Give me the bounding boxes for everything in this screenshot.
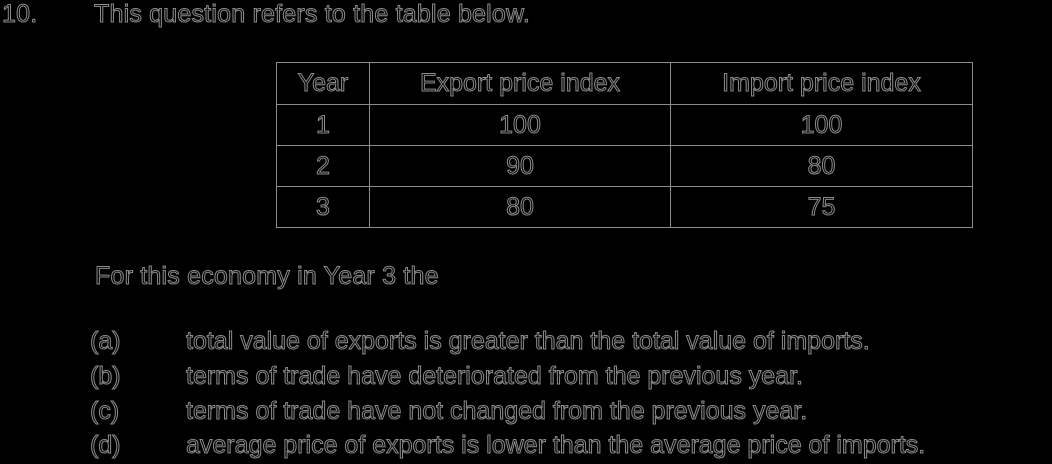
- cell-import-index: 75: [670, 186, 973, 228]
- cell-export-index: 100: [369, 104, 671, 146]
- option-letter: (b): [90, 362, 122, 391]
- question-number: 10.: [1, 0, 38, 29]
- option-letter: (c): [89, 397, 120, 426]
- cell-year: 2: [276, 145, 370, 187]
- price-index-table: Year Export price index Import price ind…: [276, 62, 973, 228]
- option-text: average price of exports is lower than t…: [185, 431, 926, 460]
- cell-export-index: 90: [369, 145, 671, 187]
- option-letter: (d): [90, 431, 122, 460]
- table-header-row: Year Export price index Import price ind…: [276, 62, 973, 105]
- cell-export-index: 80: [369, 186, 671, 228]
- table-row: 2 90 80: [276, 145, 973, 187]
- option-b[interactable]: (b) terms of trade have deteriorated fro…: [90, 361, 1052, 395]
- question-prompt: For this economy in Year 3 the: [95, 262, 440, 291]
- header-import-price-index: Import price index: [670, 62, 973, 105]
- question-stem: This question refers to the table below.: [93, 0, 531, 29]
- header-year: Year: [276, 62, 370, 105]
- option-a[interactable]: (a) total value of exports is greater th…: [90, 326, 1052, 360]
- cell-year: 3: [276, 186, 370, 228]
- option-text: terms of trade have deteriorated from th…: [186, 362, 804, 391]
- option-text: total value of exports is greater than t…: [186, 327, 871, 356]
- cell-import-index: 100: [670, 104, 973, 146]
- option-d[interactable]: (d) average price of exports is lower th…: [90, 430, 1052, 464]
- cell-year: 1: [276, 104, 370, 146]
- option-c[interactable]: (c) terms of trade have not changed from…: [89, 396, 1052, 430]
- option-letter: (a): [90, 327, 122, 356]
- option-text: terms of trade have not changed from the…: [185, 397, 808, 426]
- header-export-price-index: Export price index: [369, 62, 671, 105]
- cell-import-index: 80: [670, 145, 973, 187]
- table-row: 3 80 75: [276, 186, 973, 228]
- table-row: 1 100 100: [276, 104, 973, 146]
